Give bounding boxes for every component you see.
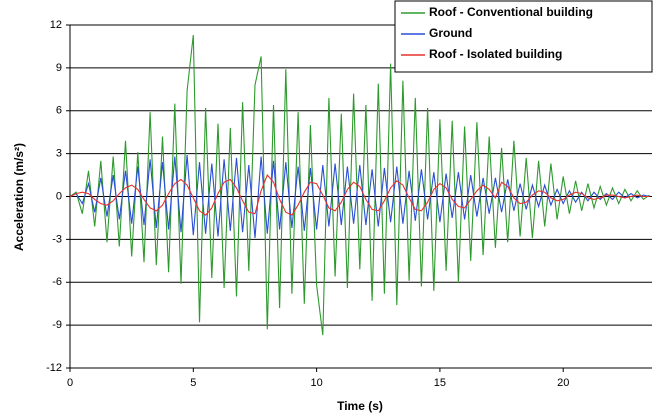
y-axis-label: Acceleration (m/s²) — [12, 143, 26, 251]
x-tick-label: 15 — [434, 377, 446, 389]
y-tick-label: -9 — [52, 319, 62, 331]
series-line — [69, 34, 650, 336]
x-tick-label: 20 — [557, 377, 569, 389]
y-tick-label: 0 — [56, 190, 62, 202]
y-tick-label: 3 — [56, 148, 62, 160]
y-tick-label: 6 — [56, 105, 62, 117]
series-line — [69, 174, 650, 216]
x-tick-label: 0 — [67, 377, 73, 389]
legend-box — [394, 0, 653, 73]
y-tick-label: -3 — [52, 233, 62, 245]
legend-label: Roof - Conventional building — [429, 5, 593, 19]
y-tick-label: -6 — [52, 276, 62, 288]
y-tick-label: 9 — [56, 62, 62, 74]
legend-label: Roof - Isolated building — [429, 47, 562, 61]
x-tick-label: 10 — [310, 377, 322, 389]
series-line — [69, 155, 650, 238]
y-tick-label: -12 — [46, 362, 62, 374]
legend-label: Ground — [429, 26, 472, 40]
y-tick-label: 12 — [50, 19, 62, 31]
x-axis-label: Time (s) — [337, 399, 383, 413]
x-tick-label: 5 — [190, 377, 196, 389]
